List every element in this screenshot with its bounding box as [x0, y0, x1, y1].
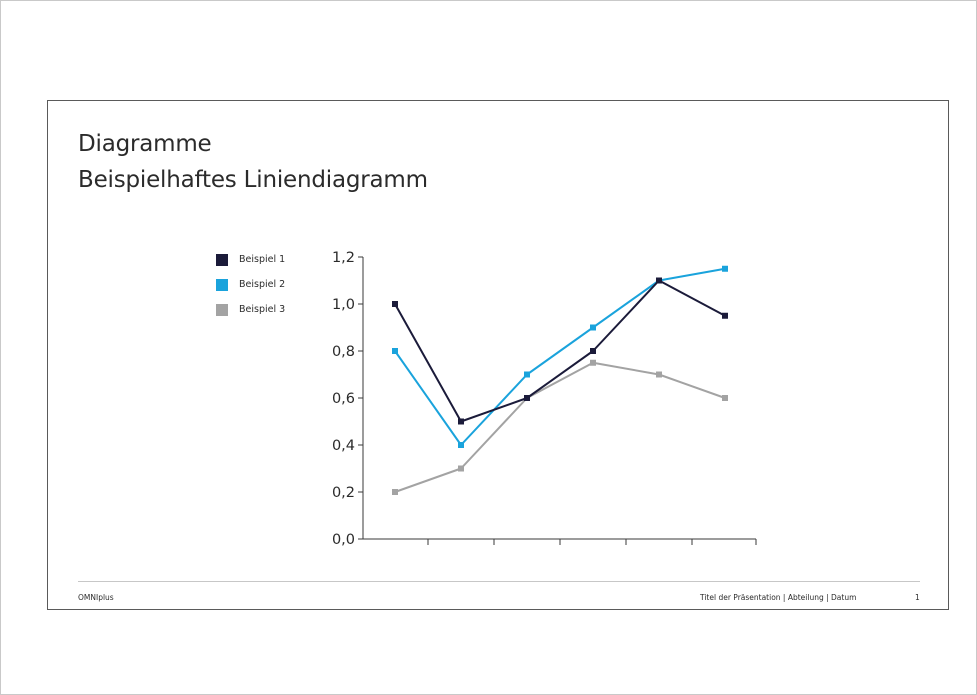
data-point: [656, 277, 662, 284]
data-point: [590, 324, 596, 331]
footer-brand: OMNIplus: [78, 593, 114, 602]
legend-label: Beispiel 1: [239, 254, 286, 265]
legend-swatch: [216, 303, 228, 316]
data-point: [590, 348, 596, 354]
slide-subtitle: Beispielhaftes Liniendiagramm: [78, 167, 428, 193]
footer-divider: [78, 581, 920, 582]
line-chart: 0,0 0,2 0,4 0,6 0,8 1,0 1,2: [332, 250, 757, 548]
series-3: [392, 359, 728, 495]
y-tick-label: 0,2: [332, 485, 355, 501]
slide: Diagramme Beispielhaftes Liniendiagramm …: [47, 100, 949, 610]
data-point: [722, 265, 728, 272]
y-tick-label: 1,0: [332, 297, 355, 313]
data-point: [656, 371, 662, 378]
y-tick-label: 0,8: [332, 344, 355, 360]
data-point: [524, 395, 530, 401]
data-point: [458, 442, 464, 448]
legend-item: Beispiel 1: [216, 247, 285, 272]
legend-swatch: [216, 278, 228, 291]
data-point: [458, 418, 464, 425]
data-point: [722, 395, 728, 401]
data-point: [722, 312, 728, 319]
data-point: [392, 489, 398, 495]
slide-title: Diagramme: [78, 131, 212, 157]
legend-label: Beispiel 3: [239, 304, 286, 315]
chart-legend: Beispiel 1 Beispiel 2 Beispiel 3: [216, 247, 285, 322]
series-line: [394, 361, 726, 493]
data-point: [458, 465, 464, 472]
data-point: [392, 348, 398, 354]
footer-page-number: 1: [915, 593, 920, 602]
legend-label: Beispiel 2: [239, 279, 286, 290]
legend-item: Beispiel 3: [216, 297, 285, 322]
y-tick-label: 0,0: [332, 532, 355, 548]
data-point: [392, 301, 398, 307]
legend-swatch: [216, 253, 228, 266]
legend-item: Beispiel 2: [216, 272, 285, 297]
series-line: [394, 279, 726, 423]
data-point: [524, 371, 530, 378]
y-tick-label: 0,6: [332, 391, 355, 407]
y-tick-label: 1,2: [332, 250, 355, 266]
series-2: [392, 265, 728, 448]
footer-presentation-info: Titel der Präsentation | Abteilung | Dat…: [700, 593, 857, 602]
series-line: [394, 267, 726, 446]
y-tick-label: 0,4: [332, 438, 355, 454]
data-point: [590, 359, 596, 366]
series-1: [392, 277, 728, 425]
